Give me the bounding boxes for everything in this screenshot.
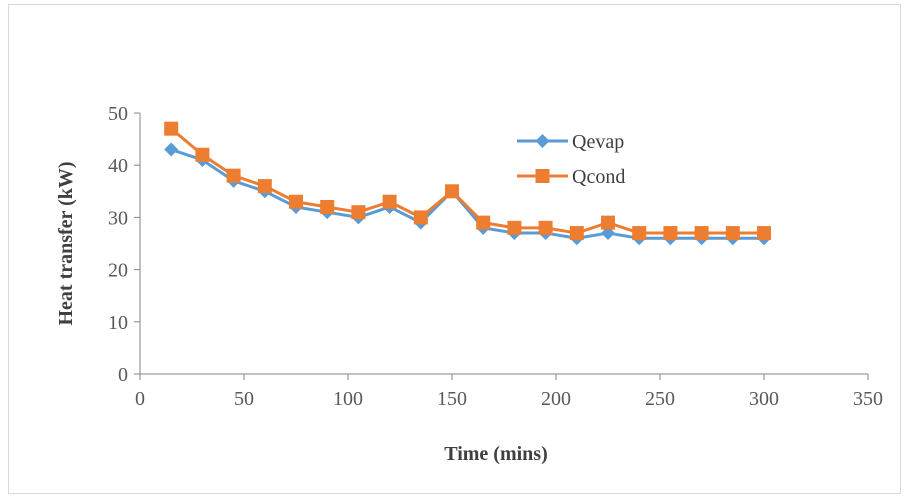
x-tick-label: 350 [853, 388, 883, 410]
x-tick-label: 50 [234, 388, 254, 410]
legend-item: Qevap [517, 131, 624, 153]
y-tick-label: 0 [118, 364, 128, 386]
data-point [226, 168, 241, 183]
legend-marker [535, 134, 550, 148]
y-tick-label: 40 [108, 155, 128, 177]
y-axis: 0 10 20 30 40 50 [108, 103, 141, 386]
series-line [170, 148, 764, 240]
data-point [445, 184, 459, 199]
x-axis: 0 50 100 150 200 250 300 350 [135, 373, 883, 410]
x-tick-label: 100 [333, 388, 363, 410]
data-point [164, 121, 179, 136]
x-tick-label: 0 [135, 388, 145, 410]
data-point [164, 142, 179, 157]
data-point [725, 226, 740, 241]
data-point [632, 226, 647, 241]
y-tick-label: 20 [108, 260, 128, 282]
data-point [694, 226, 709, 241]
y-axis-title: Heat transfer (kW) [55, 161, 77, 325]
x-tick-label: 150 [437, 388, 467, 410]
series-qevap [164, 142, 771, 246]
x-tick-label: 200 [541, 388, 571, 410]
legend: Qevap Qcond [517, 131, 625, 188]
data-point [289, 194, 303, 209]
data-point [351, 205, 366, 220]
y-tick-label: 30 [108, 207, 128, 229]
x-tick-label: 250 [645, 388, 675, 410]
data-point [569, 226, 584, 241]
chart-area [8, 4, 901, 494]
data-point [663, 226, 678, 241]
data-point [320, 199, 335, 214]
data-point [476, 215, 491, 230]
legend-marker [535, 169, 550, 183]
data-point [257, 179, 272, 194]
x-axis-title: Time (mins) [444, 443, 548, 465]
data-point [601, 215, 615, 230]
data-point [757, 226, 771, 241]
data-point [195, 147, 210, 162]
data-point [413, 210, 428, 225]
data-point [382, 194, 397, 209]
y-tick-label: 10 [108, 312, 128, 334]
data-point [507, 220, 522, 235]
legend-label: Qcond [572, 166, 625, 188]
legend-label: Qevap [572, 131, 624, 153]
legend-item: Qcond [517, 166, 625, 188]
data-point [538, 220, 553, 235]
x-tick-label: 300 [749, 388, 779, 410]
series-layer [164, 121, 771, 246]
y-tick-label: 50 [108, 103, 128, 125]
series-qcond [164, 121, 771, 241]
